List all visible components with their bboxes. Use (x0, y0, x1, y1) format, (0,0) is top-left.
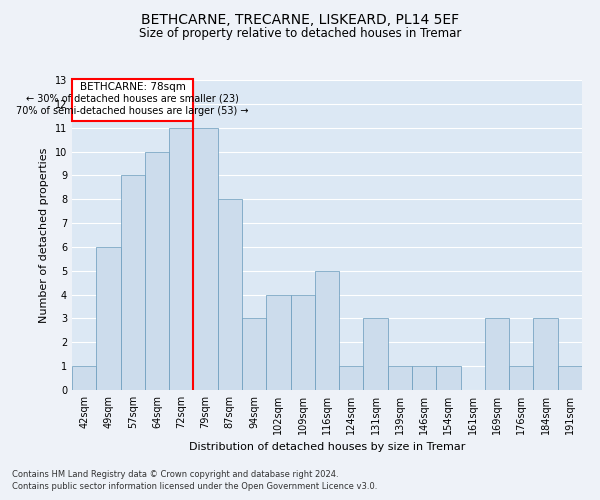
Text: ← 30% of detached houses are smaller (23): ← 30% of detached houses are smaller (23… (26, 94, 239, 104)
Text: Contains public sector information licensed under the Open Government Licence v3: Contains public sector information licen… (12, 482, 377, 491)
Text: 70% of semi-detached houses are larger (53) →: 70% of semi-detached houses are larger (… (16, 106, 249, 116)
Bar (558, 366, 582, 390)
Bar (436, 366, 461, 390)
Bar (266, 294, 290, 390)
Bar (218, 199, 242, 390)
Bar (412, 366, 436, 390)
Bar (72, 79, 193, 120)
Bar (242, 318, 266, 390)
Bar (96, 247, 121, 390)
Bar (290, 294, 315, 390)
Bar (388, 366, 412, 390)
Bar (193, 128, 218, 390)
Text: Size of property relative to detached houses in Tremar: Size of property relative to detached ho… (139, 28, 461, 40)
Text: BETHCARNE: 78sqm: BETHCARNE: 78sqm (80, 82, 185, 92)
Text: Contains HM Land Registry data © Crown copyright and database right 2024.: Contains HM Land Registry data © Crown c… (12, 470, 338, 479)
Bar (121, 176, 145, 390)
X-axis label: Distribution of detached houses by size in Tremar: Distribution of detached houses by size … (189, 442, 465, 452)
Bar (533, 318, 558, 390)
Bar (509, 366, 533, 390)
Bar (485, 318, 509, 390)
Bar (72, 366, 96, 390)
Y-axis label: Number of detached properties: Number of detached properties (39, 148, 49, 322)
Bar (339, 366, 364, 390)
Bar (364, 318, 388, 390)
Bar (145, 152, 169, 390)
Bar (315, 271, 339, 390)
Bar (169, 128, 193, 390)
Text: BETHCARNE, TRECARNE, LISKEARD, PL14 5EF: BETHCARNE, TRECARNE, LISKEARD, PL14 5EF (141, 12, 459, 26)
